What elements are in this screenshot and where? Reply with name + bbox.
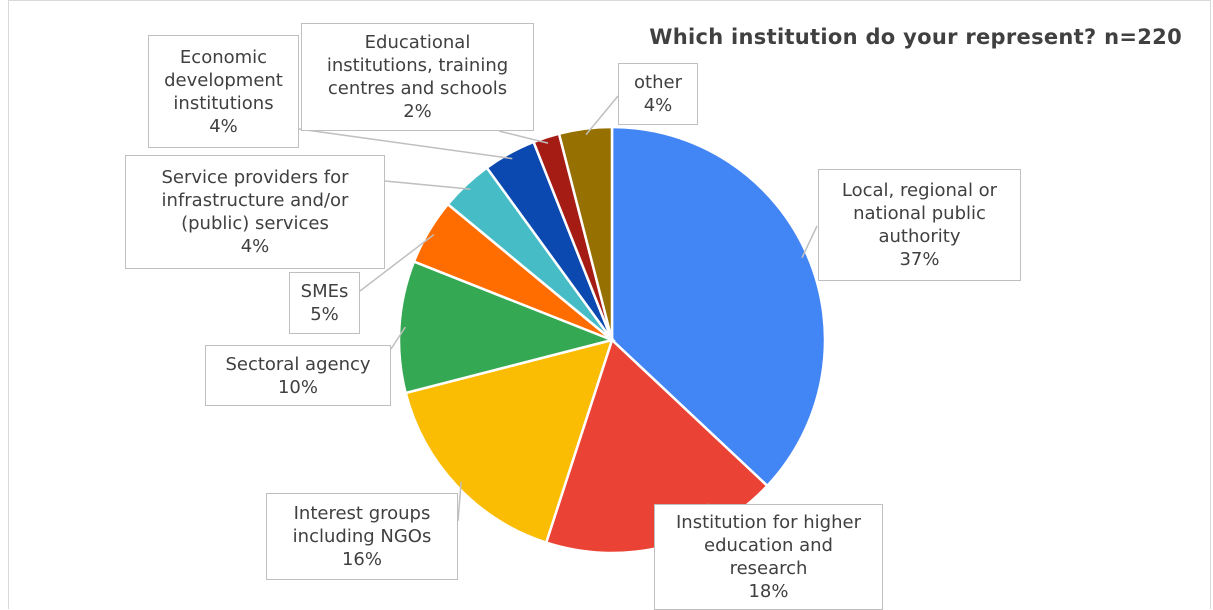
chart-area: Which institution do your represent? n=2…: [8, 0, 1211, 610]
slice-percent: 37%: [899, 249, 940, 270]
slice-label-text: education and: [704, 535, 833, 556]
slice-label: other 4%: [618, 63, 698, 125]
slice-label-text: institutions, training: [326, 55, 509, 76]
slice-label-text: Educational: [364, 32, 471, 53]
slice-label-text: national public: [853, 203, 986, 224]
slice-label-text: Service providers for: [161, 167, 349, 188]
slice-label-text: Sectoral agency: [225, 353, 371, 375]
pie-slice: [610, 125, 827, 488]
leader-line: [298, 128, 513, 160]
slice-label-text: infrastructure and/or: [161, 190, 349, 211]
slice-label: Sectoral agency 10%: [205, 345, 391, 406]
slice-label-text: (public) services: [181, 213, 329, 234]
slice-label-text: Interest groups: [293, 503, 431, 524]
slice-percent: 10%: [277, 376, 318, 398]
slice-label-text: Local, regional or: [841, 180, 998, 201]
pie-slice: [557, 125, 614, 341]
slice-label-text: Economic: [179, 46, 268, 68]
slice-label: Service providers for infrastructure and/…: [125, 155, 385, 269]
slice-percent: 5%: [310, 304, 339, 325]
slice-label: Economic development institutions 4%: [148, 35, 299, 148]
slice-label-text: including NGOs: [292, 526, 432, 547]
slice-label-text: development: [164, 69, 283, 91]
slice-percent: 4%: [209, 115, 238, 137]
slice-percent: 2%: [403, 101, 432, 122]
leader-line: [801, 225, 818, 259]
slice-label-text: SMEs: [300, 281, 349, 302]
leader-line: [359, 234, 435, 292]
slice-label: Local, regional or national public authori…: [818, 169, 1021, 281]
slice-label: Educational institutions, training centres…: [301, 23, 534, 131]
slice-label-text: Institution for higher: [675, 512, 861, 533]
slice-percent: 16%: [341, 549, 382, 570]
pie-chart: [298, 95, 827, 555]
leader-line: [384, 180, 471, 190]
leader-line: [498, 130, 549, 144]
leader-line: [390, 326, 407, 350]
leader-line: [457, 481, 462, 522]
slice-label-text: authority: [878, 226, 961, 247]
slice-label: Interest groups including NGOs 16%: [266, 493, 458, 580]
slice-label-text: research: [729, 558, 808, 579]
pie-slice: [404, 338, 614, 545]
leader-line: [585, 95, 619, 136]
slice-label: SMEs 5%: [289, 272, 360, 334]
slice-label: Institution for higher education and resea…: [654, 504, 883, 610]
slice-percent: 4%: [240, 236, 270, 257]
chart-title: Which institution do your represent? n=2…: [649, 25, 1182, 49]
slice-label-text: institutions: [173, 92, 274, 114]
slice-percent: 18%: [748, 581, 789, 602]
pie-slice: [397, 259, 617, 395]
slice-label-text: centres and schools: [327, 78, 508, 99]
slice-label-text: other: [634, 72, 682, 93]
slice-percent: 4%: [643, 95, 673, 116]
